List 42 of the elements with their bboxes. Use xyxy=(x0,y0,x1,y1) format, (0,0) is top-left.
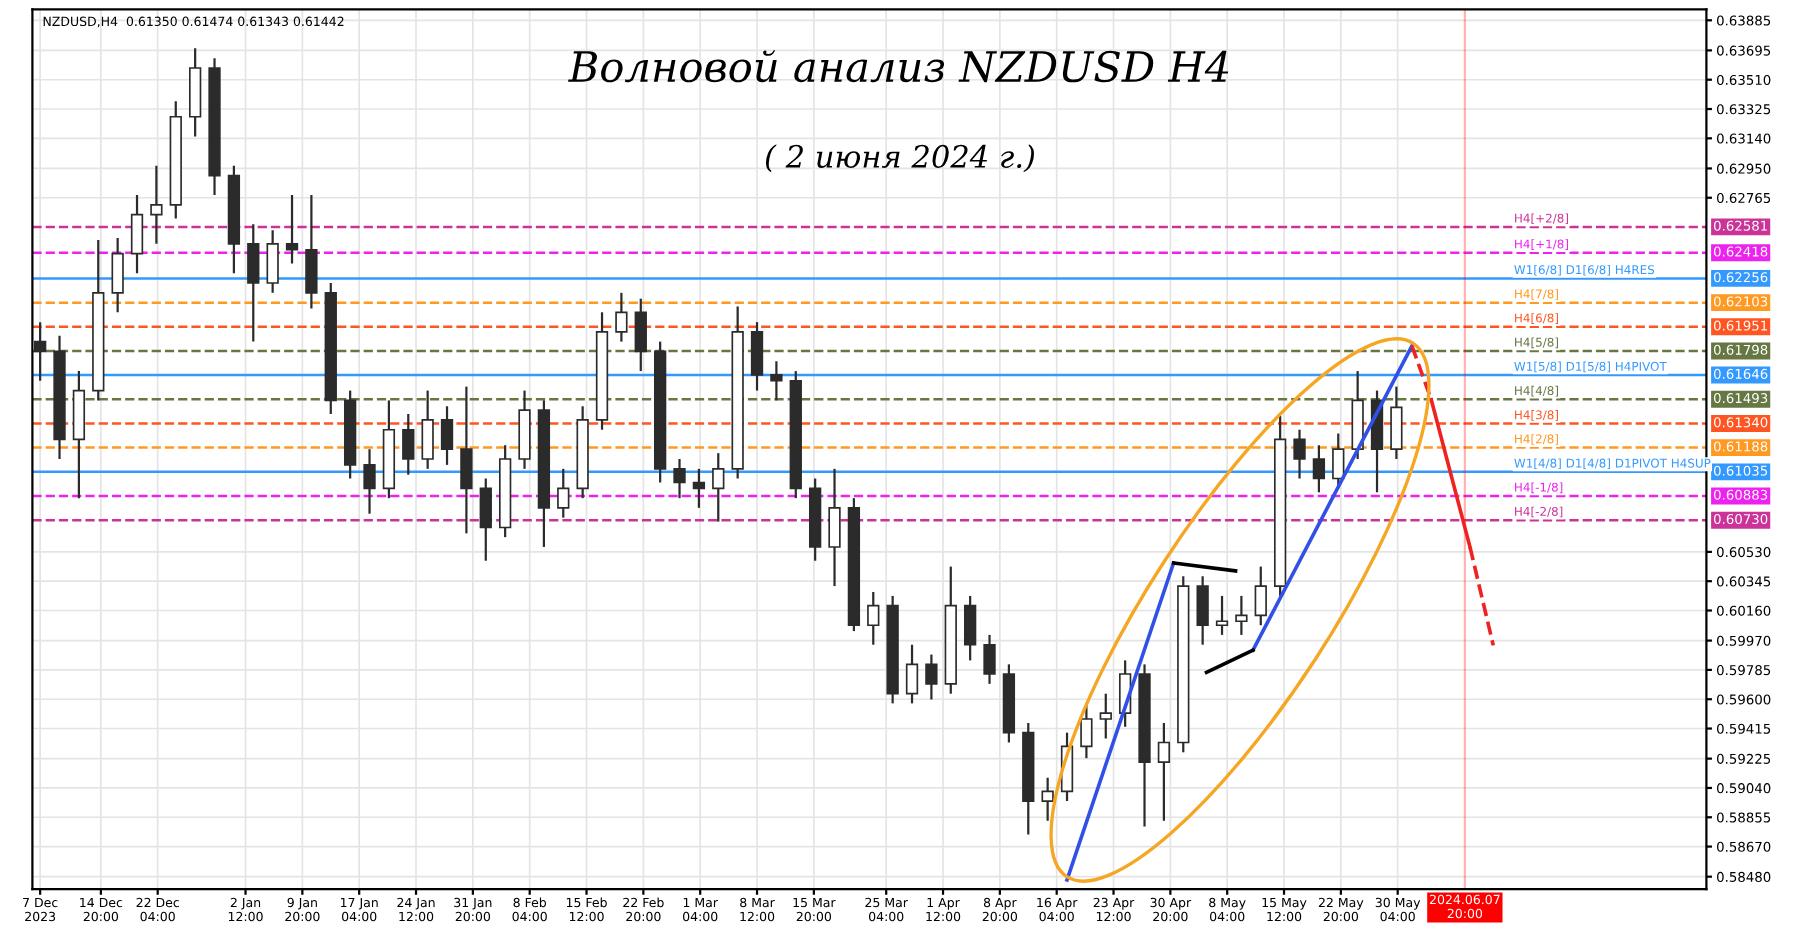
candlestick xyxy=(460,385,473,535)
candlestick xyxy=(1254,565,1267,627)
candlestick xyxy=(479,477,492,562)
candlestick xyxy=(363,448,376,515)
candlestick xyxy=(1157,721,1171,822)
text: Волновой анализ NZDUSD H4 xyxy=(568,50,1229,83)
candlestick xyxy=(305,193,318,310)
candlestick xyxy=(1312,444,1326,494)
candlestick xyxy=(673,457,686,500)
candlestick xyxy=(247,223,260,343)
candlestick xyxy=(1293,428,1306,480)
candlestick xyxy=(557,467,570,519)
candlestick xyxy=(402,412,415,476)
candlestick xyxy=(440,405,454,466)
candlestick xyxy=(983,633,996,685)
candlestick xyxy=(867,590,880,646)
candlestick xyxy=(963,594,977,662)
text: ( 2 июня 2024 г.) xyxy=(765,144,1035,173)
candlestick xyxy=(692,467,706,509)
candlestick xyxy=(1099,692,1112,740)
candlestick xyxy=(770,360,783,402)
candlestick xyxy=(905,643,919,705)
candlestick xyxy=(634,297,647,373)
candlestick xyxy=(150,164,163,245)
candlestick xyxy=(1390,385,1403,461)
candlestick xyxy=(266,229,279,294)
candlestick xyxy=(828,467,841,588)
candlestick xyxy=(1332,432,1345,490)
candlestick xyxy=(1041,776,1054,822)
candlestick xyxy=(1080,702,1093,760)
candlestick xyxy=(1235,594,1248,637)
candlestick xyxy=(712,452,725,523)
candlestick xyxy=(1215,594,1229,637)
candlestick xyxy=(130,193,144,275)
candlestick xyxy=(1196,575,1209,646)
candlestick xyxy=(750,321,764,392)
candlestick xyxy=(421,389,434,470)
candlestick xyxy=(33,321,47,382)
candlestick xyxy=(285,193,299,265)
candlestick xyxy=(111,236,124,314)
candlestick xyxy=(925,653,938,701)
candlestick xyxy=(615,291,628,343)
